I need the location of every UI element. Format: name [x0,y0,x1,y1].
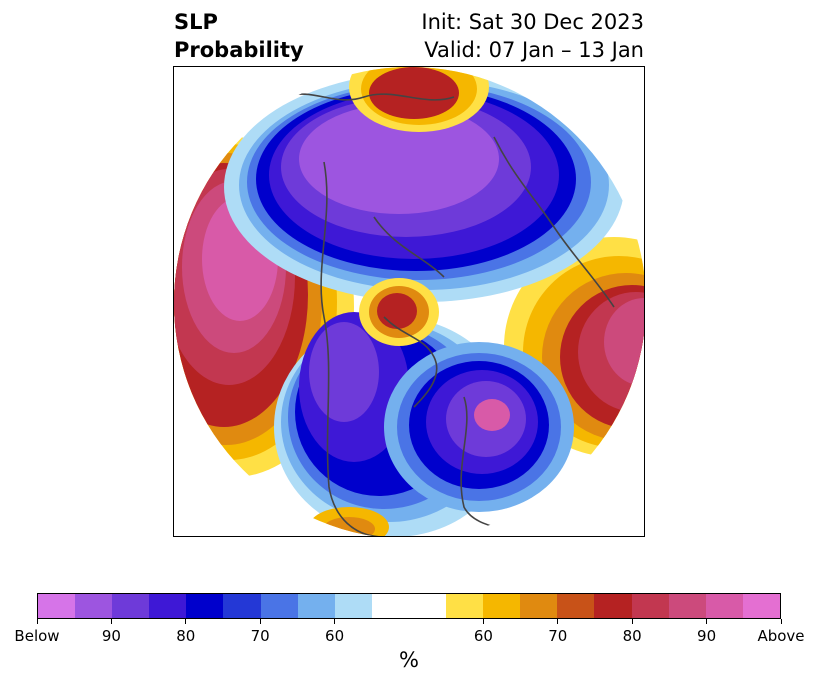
title-field: Probability [174,38,304,62]
arctic-low-anomaly [224,72,624,302]
siberian-high-anomaly [349,67,489,132]
colorbar-segment [705,594,743,618]
colorbar-segment [297,594,335,618]
colorbar-tick-mark [259,619,261,624]
greenland-high-anomaly [359,278,439,346]
colorbar-tick-label: 90 [101,627,121,645]
colorbar-tick-mark [110,619,112,624]
colorbar-tick-mark [557,619,559,624]
colorbar-tick-mark [334,619,336,624]
colorbar-segment [38,594,76,618]
colorbar-tick-label: 80 [622,627,642,645]
colorbar-tick-label: 70 [250,627,270,645]
colorbar-tick-label: 60 [473,627,493,645]
units-label: % [399,648,419,672]
colorbar-tick-label: 60 [325,627,345,645]
colorbar-tick-mark [780,619,782,624]
colorbar-segment [186,594,224,618]
colorbar-tick-mark [706,619,708,624]
colorbar-segment [631,594,669,618]
colorbar-segment [594,594,632,618]
colorbar-segment [334,594,372,618]
colorbar-tick-label: 80 [176,627,196,645]
init-date: Init: Sat 30 Dec 2023 [421,10,644,34]
colorbar-tick-label: Above [757,627,805,645]
colorbar-segment [742,594,780,618]
colorbar-segment [112,594,150,618]
colorbar-tick-label: 90 [697,627,717,645]
title-variable: SLP [174,10,218,34]
colorbar-segment [371,594,447,618]
colorbar-segment [557,594,595,618]
colorbar-tick-mark [36,619,38,624]
colorbar-segment [668,594,706,618]
colorbar-segment [260,594,298,618]
colorbar-tick-mark [631,619,633,624]
colorbar-tick-label: 70 [548,627,568,645]
map-title-left: SLP Probability [174,8,304,64]
colorbar-segment [520,594,558,618]
colorbar-segment [149,594,187,618]
valid-range: Valid: 07 Jan – 13 Jan [424,38,644,62]
colorbar-segment [483,594,521,618]
eastern-low-anomaly [384,342,574,512]
colorbar-tick-label: Below [14,627,60,645]
colorbar [37,593,781,619]
colorbar-segment [223,594,261,618]
map-title-right: Init: Sat 30 Dec 2023 Valid: 07 Jan – 13… [421,8,644,64]
probability-map [174,67,644,536]
colorbar-segment [75,594,113,618]
colorbar-tick-mark [185,619,187,624]
colorbar-segment [446,594,484,618]
colorbar-tick-mark [482,619,484,624]
polar-map-panel [173,66,645,537]
